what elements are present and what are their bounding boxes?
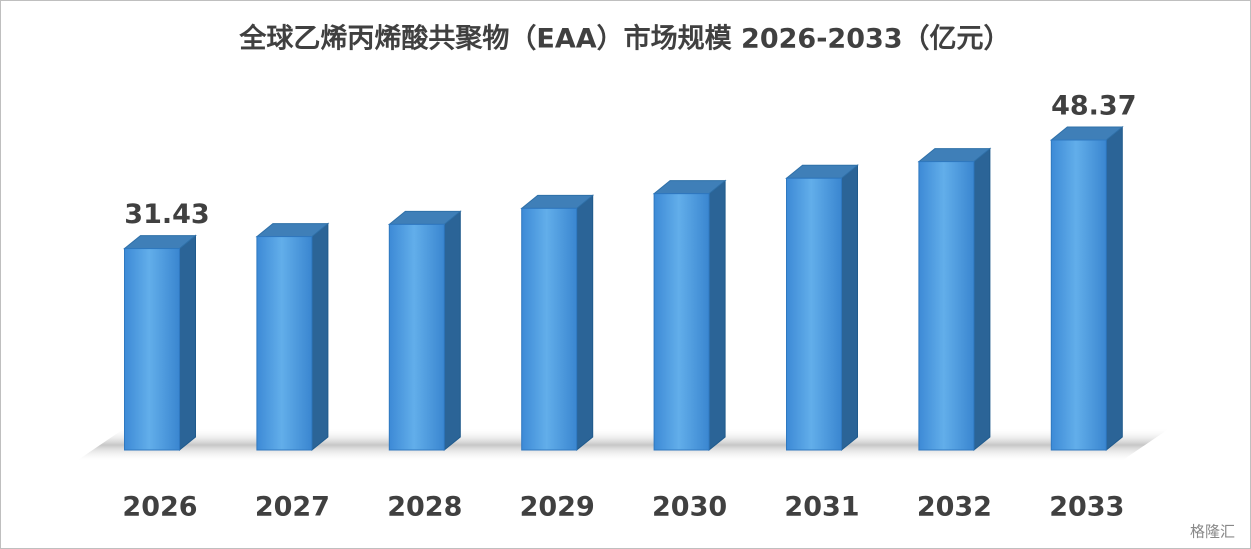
bar-side xyxy=(311,222,329,452)
bar xyxy=(388,223,445,451)
watermark: 格隆汇 xyxy=(1190,523,1235,541)
bar-side xyxy=(576,194,594,452)
bar-side xyxy=(1105,125,1123,452)
bar-side xyxy=(708,179,726,452)
bar-side xyxy=(179,234,196,452)
chart-title: 全球乙烯丙烯酸共聚物（EAA）市场规模 2026-2033（亿元） xyxy=(238,23,1010,55)
x-tick-label: 2027 xyxy=(255,492,330,523)
bar xyxy=(918,161,975,451)
floor xyxy=(75,428,1170,462)
bar xyxy=(256,236,313,451)
x-tick-label: 2033 xyxy=(1049,492,1124,523)
x-tick-label: 2030 xyxy=(652,492,727,523)
x-tick-label: 2028 xyxy=(387,492,462,523)
x-tick-label: 2031 xyxy=(784,492,859,523)
x-tick-label: 2029 xyxy=(520,492,595,523)
bar-side xyxy=(973,147,991,452)
value-label: 31.43 xyxy=(124,199,209,230)
bar xyxy=(124,248,180,451)
x-tick-label: 2026 xyxy=(122,492,197,523)
bar-side xyxy=(841,164,858,452)
bar xyxy=(521,207,578,451)
bar-side xyxy=(443,210,461,452)
x-tick-label: 2032 xyxy=(917,492,992,523)
bar xyxy=(653,193,710,451)
value-label: 48.37 xyxy=(1051,91,1136,122)
bar xyxy=(1050,139,1107,451)
bar xyxy=(786,177,842,451)
